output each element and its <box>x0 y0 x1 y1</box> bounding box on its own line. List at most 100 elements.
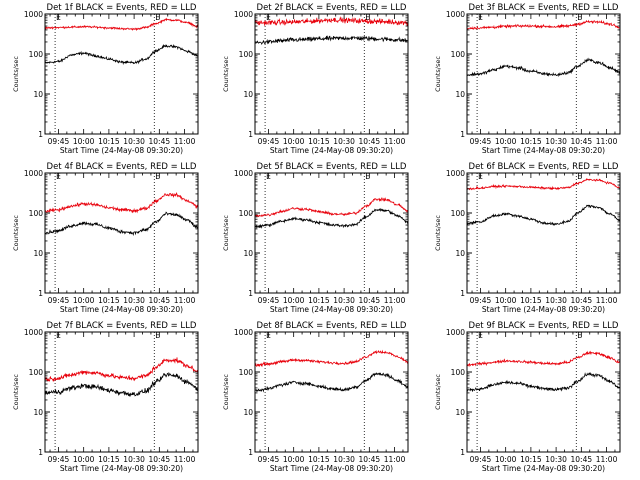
x-tick-label: 09:45 <box>470 455 492 464</box>
plot-frame <box>44 331 199 453</box>
panel-title: Det 5f BLACK = Events, RED = LLD <box>257 162 407 172</box>
series-lld <box>467 177 620 191</box>
x-tick-label: 09:45 <box>48 137 70 146</box>
x-tick-label: 11:00 <box>596 137 618 146</box>
panel-6: Det 6f BLACK = Events, RED = LLDEE110100… <box>434 162 621 314</box>
x-axis-label: Start Time (24-May-08 09:30:20) <box>270 305 393 314</box>
y-tick-label: 10 <box>243 249 253 258</box>
x-tick-label: 10:15 <box>308 296 330 305</box>
x-tick-label: 10:30 <box>123 455 145 464</box>
y-tick-label: 1000 <box>234 10 253 19</box>
x-tick-label: 10:15 <box>308 137 330 146</box>
x-tick-label: 09:45 <box>48 455 70 464</box>
x-tick-label: 10:30 <box>123 296 145 305</box>
series-lld <box>467 350 620 367</box>
y-tick-label: 1 <box>248 130 253 139</box>
x-tick-label: 10:00 <box>495 296 517 305</box>
y-axis-label: Counts/sec <box>12 215 20 251</box>
series-events <box>255 35 408 45</box>
event-marker-label: E <box>577 172 582 181</box>
panel-1: Det 1f BLACK = Events, RED = LLDEE110100… <box>12 3 199 155</box>
x-tick-label: 10:15 <box>520 296 542 305</box>
plot-frame <box>254 13 409 135</box>
x-axis-label: Start Time (24-May-08 09:30:20) <box>482 464 605 473</box>
series-events <box>255 372 408 393</box>
y-tick-label: 1 <box>38 289 43 298</box>
y-tick-label: 10 <box>455 408 465 417</box>
y-tick-label: 100 <box>451 209 466 218</box>
y-axis-label: Counts/sec <box>222 215 230 251</box>
x-tick-label: 10:30 <box>545 137 567 146</box>
x-tick-label: 10:00 <box>283 137 305 146</box>
panel-2: Det 2f BLACK = Events, RED = LLDEE110100… <box>222 3 409 155</box>
panel-4: Det 4f BLACK = Events, RED = LLDEE110100… <box>12 162 199 314</box>
y-tick-label: 100 <box>29 368 44 377</box>
panel-9: Det 9f BLACK = Events, RED = LLDEE110100… <box>434 321 621 473</box>
x-axis-label: Start Time (24-May-08 09:30:20) <box>482 305 605 314</box>
x-tick-label: 10:15 <box>520 137 542 146</box>
x-axis-label: Start Time (24-May-08 09:30:20) <box>482 146 605 155</box>
x-tick-label: 10:00 <box>283 296 305 305</box>
y-tick-label: 1 <box>460 130 465 139</box>
y-axis-label: Counts/sec <box>222 374 230 410</box>
series-lld <box>45 357 198 382</box>
x-tick-label: 10:45 <box>571 455 593 464</box>
panel-title: Det 7f BLACK = Events, RED = LLD <box>47 321 197 331</box>
x-tick-label: 11:00 <box>174 137 196 146</box>
event-marker-label: E <box>577 13 582 22</box>
y-tick-label: 1000 <box>24 10 43 19</box>
y-tick-label: 10 <box>33 249 43 258</box>
series-lld <box>255 16 408 27</box>
x-tick-label: 10:30 <box>333 296 355 305</box>
series-lld <box>255 197 408 218</box>
x-axis-label: Start Time (24-May-08 09:30:20) <box>60 464 183 473</box>
y-tick-label: 100 <box>239 50 254 59</box>
y-tick-label: 100 <box>29 209 44 218</box>
plot-frame <box>466 13 621 135</box>
x-axis-label: Start Time (24-May-08 09:30:20) <box>60 146 183 155</box>
x-tick-label: 11:00 <box>384 296 406 305</box>
plot-frame <box>466 172 621 294</box>
x-tick-label: 10:45 <box>359 455 381 464</box>
y-axis-label: Counts/sec <box>434 215 442 251</box>
y-tick-label: 10 <box>455 249 465 258</box>
y-tick-label: 100 <box>451 50 466 59</box>
x-tick-label: 10:15 <box>520 455 542 464</box>
y-tick-label: 10 <box>33 408 43 417</box>
y-axis-label: Counts/sec <box>12 56 20 92</box>
event-marker-label: E <box>365 331 370 340</box>
y-tick-label: 1000 <box>234 169 253 178</box>
y-tick-label: 10 <box>33 90 43 99</box>
panel-7: Det 7f BLACK = Events, RED = LLDEE110100… <box>12 321 199 473</box>
y-tick-label: 100 <box>451 368 466 377</box>
panel-title: Det 6f BLACK = Events, RED = LLD <box>469 162 619 172</box>
x-tick-label: 09:45 <box>48 296 70 305</box>
x-tick-label: 10:45 <box>149 296 171 305</box>
x-tick-label: 10:15 <box>98 455 120 464</box>
x-tick-label: 09:45 <box>470 137 492 146</box>
x-tick-label: 10:15 <box>98 137 120 146</box>
y-axis-label: Counts/sec <box>222 56 230 92</box>
y-tick-label: 1 <box>248 289 253 298</box>
y-tick-label: 10 <box>455 90 465 99</box>
x-tick-label: 10:45 <box>571 296 593 305</box>
x-axis-label: Start Time (24-May-08 09:30:20) <box>270 464 393 473</box>
x-tick-label: 11:00 <box>174 455 196 464</box>
x-tick-label: 10:15 <box>308 455 330 464</box>
series-events <box>467 371 620 393</box>
x-tick-label: 11:00 <box>596 455 618 464</box>
plot-frame <box>466 331 621 453</box>
x-tick-label: 10:30 <box>123 137 145 146</box>
x-tick-label: 10:15 <box>98 296 120 305</box>
x-axis-label: Start Time (24-May-08 09:30:20) <box>60 305 183 314</box>
y-tick-label: 1000 <box>234 328 253 337</box>
panel-title: Det 3f BLACK = Events, RED = LLD <box>469 3 619 13</box>
y-axis-label: Counts/sec <box>434 374 442 410</box>
x-tick-label: 09:45 <box>470 296 492 305</box>
x-tick-label: 10:45 <box>149 455 171 464</box>
series-lld <box>45 192 198 214</box>
y-tick-label: 10 <box>243 408 253 417</box>
panel-8: Det 8f BLACK = Events, RED = LLDEE110100… <box>222 321 409 473</box>
y-tick-label: 10 <box>243 90 253 99</box>
